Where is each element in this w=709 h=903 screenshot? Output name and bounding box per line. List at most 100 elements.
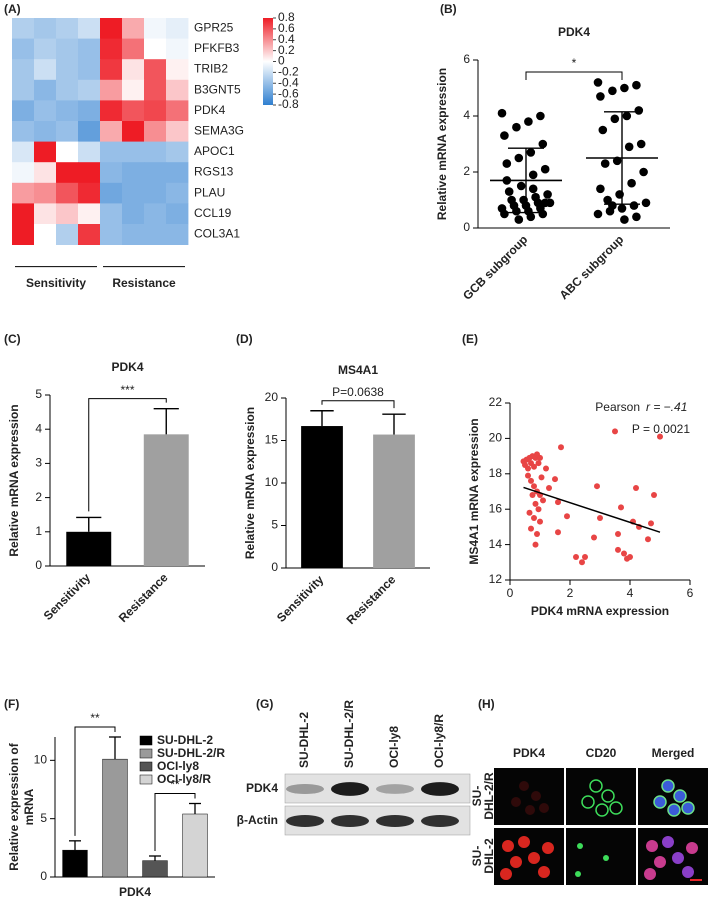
heatmap-cell (122, 100, 145, 122)
colorbar-tick-label: -0.2 (278, 65, 299, 79)
data-point (634, 106, 644, 115)
cell (542, 842, 554, 854)
y-tick-label: 0 (463, 220, 470, 234)
heatmap-cell (100, 162, 123, 184)
heatmap-cell (56, 59, 79, 81)
heatmap-cell (122, 18, 145, 39)
data-point (532, 500, 539, 507)
heatmap-cell (78, 38, 101, 60)
heatmap-cell (122, 224, 145, 245)
x-tick-label: Sensitivity (41, 570, 94, 623)
heatmap-cell (166, 203, 189, 225)
heatmap-cell (34, 182, 57, 204)
legend-label: SU-DHL-2 (157, 733, 213, 747)
heatmap-cell (100, 59, 123, 81)
heatmap-cell (56, 203, 79, 225)
colorbar-tick-label: -0.4 (278, 75, 299, 89)
cell (581, 795, 595, 809)
data-point (546, 484, 552, 491)
blot-band (331, 815, 369, 827)
y-tick-label: 15 (265, 433, 279, 447)
y-tick-label: 5 (40, 811, 47, 825)
legend-swatch (139, 774, 153, 785)
data-point (596, 184, 605, 194)
data-point (651, 492, 657, 499)
y-tick-label: 0 (271, 560, 278, 574)
heatmap-cell (34, 203, 57, 225)
lane-label: OCI-ly8/R (432, 714, 446, 768)
heatmap-cell (56, 182, 79, 204)
heatmap-cell (100, 18, 123, 39)
row-label: RGS13 (194, 165, 234, 179)
heatmap-cell (78, 18, 101, 39)
x-tick-label: 4 (627, 586, 634, 600)
colorbar-tick-label: 0 (278, 54, 285, 68)
panel-label: (H) (478, 697, 495, 711)
y-tick-label: 16 (489, 501, 503, 515)
legend-label: OCI-ly8 (157, 759, 199, 773)
heatmap-cell (144, 38, 167, 60)
data-point (526, 212, 536, 222)
heatmap-cell (34, 59, 57, 81)
cell (511, 797, 521, 807)
colorbar-tick-label: -0.6 (278, 86, 299, 100)
annotation: P = 0.0021 (632, 422, 690, 436)
cell-line-label: DHL-2 (482, 838, 496, 874)
y-tick-label: 4 (463, 108, 470, 122)
micrograph-tile (494, 768, 564, 825)
data-point (558, 444, 564, 451)
cell (646, 840, 658, 852)
lane-label: OCI-ly8 (387, 726, 401, 768)
heatmap-cell (34, 162, 57, 184)
data-point (516, 181, 526, 191)
row-label: PLAU (194, 185, 225, 199)
bar (182, 813, 208, 878)
data-point (502, 159, 512, 168)
cell (672, 852, 684, 864)
significance-label: P=0.0638 (332, 385, 384, 399)
data-point (641, 198, 651, 208)
trendline (523, 486, 661, 533)
legend-label: OCI-ly8/R (157, 772, 211, 786)
cell (654, 856, 666, 868)
data-point (608, 86, 617, 96)
heatmap-cell (166, 162, 189, 184)
data-point (593, 78, 603, 87)
heatmap-cell (12, 141, 35, 163)
colorbar-tick-label: 0.8 (278, 10, 295, 24)
annotation: Pearson (595, 400, 640, 414)
stain-label: PDK4 (513, 746, 545, 760)
bar (143, 434, 189, 566)
heatmap-cell (166, 182, 189, 204)
data-point (617, 204, 627, 213)
cell (589, 779, 603, 793)
heatmap-cell (78, 203, 101, 225)
protein-label: PDK4 (246, 781, 278, 795)
group-label: Resistance (112, 276, 176, 290)
heatmap-cell (12, 182, 35, 204)
data-point (540, 164, 550, 174)
data-point (591, 534, 597, 541)
heatmap-cell (56, 38, 79, 60)
data-point (610, 114, 620, 124)
panel-label: (C) (4, 332, 21, 346)
heatmap-cell (12, 162, 35, 184)
data-point (526, 509, 533, 516)
heatmap-cell (12, 18, 35, 39)
lane-label: SU-DHL-2 (297, 712, 311, 768)
colorbar-tick-label: -0.8 (278, 97, 299, 111)
cell (500, 868, 512, 880)
data-point (639, 167, 648, 177)
heatmap-cell (166, 18, 189, 39)
bar (102, 758, 128, 878)
cell (601, 789, 615, 803)
blot-band (286, 783, 324, 795)
colorbar (263, 18, 273, 105)
colorbar-tick-label: 0.4 (278, 32, 295, 46)
x-tick-label: 6 (687, 586, 694, 600)
data-point (608, 201, 617, 210)
data-point (636, 139, 646, 149)
heatmap-cell (34, 38, 57, 60)
x-tick-label: GCB subgroup (460, 232, 530, 302)
